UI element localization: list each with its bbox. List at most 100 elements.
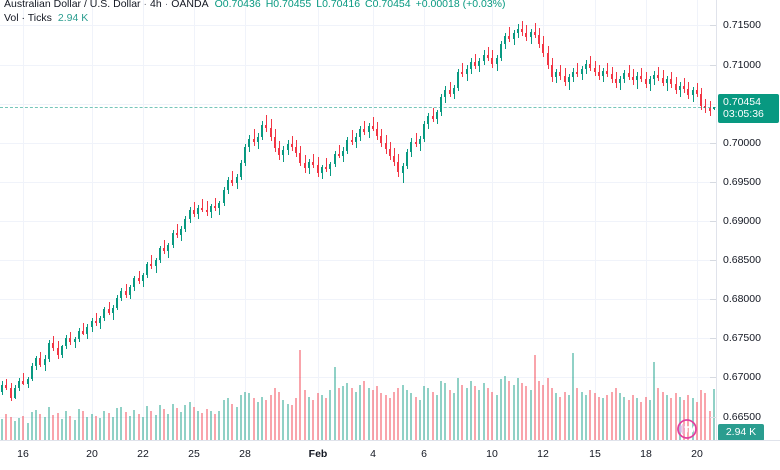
price-axis-tick (710, 260, 716, 261)
volume-bar (159, 405, 161, 440)
volume-bar (415, 397, 417, 440)
gridline-vertical (92, 0, 93, 440)
candle-body (99, 317, 101, 323)
candle-body (197, 207, 199, 214)
candle-body (201, 207, 203, 211)
candle-body (406, 152, 408, 167)
candle-body (487, 55, 489, 59)
candle-body (189, 210, 191, 220)
volume-bar (86, 417, 88, 440)
volume-bar (180, 412, 182, 440)
volume-bar (657, 388, 659, 440)
volume-bar (351, 388, 353, 440)
volume-bar (594, 393, 596, 440)
candle-body (22, 380, 24, 385)
volume-bar (585, 395, 587, 440)
candle-wick (113, 305, 114, 320)
candle-body (78, 330, 80, 340)
gridline-horizontal (0, 260, 716, 261)
candle-body (248, 138, 250, 148)
volume-bar (31, 412, 33, 440)
volume-bar (662, 392, 664, 440)
volume-bar (197, 411, 199, 440)
volume-bar (193, 407, 195, 440)
volume-bar (525, 386, 527, 440)
candle-wick (684, 77, 685, 93)
volume-bar (167, 414, 169, 440)
gridline-vertical (646, 0, 647, 440)
volume-bar (27, 423, 29, 440)
candle-body (253, 138, 255, 142)
candle-wick (194, 202, 195, 218)
candle-wick (641, 67, 642, 82)
candle-body (236, 177, 238, 184)
volume-bar (214, 414, 216, 440)
price-axis-tick (710, 299, 716, 300)
candle-body (44, 358, 46, 365)
candle-wick (339, 145, 340, 159)
volume-bar (449, 390, 451, 440)
candle-body (376, 128, 378, 136)
chart-plot-area[interactable] (0, 0, 716, 440)
candle-body (299, 152, 301, 164)
candle-body (167, 245, 169, 251)
candle-body (478, 60, 480, 67)
candle-wick (23, 372, 24, 386)
candle-body (193, 210, 195, 214)
volume-bar (270, 395, 272, 440)
candle-wick (364, 120, 365, 135)
price-axis-label: 0.67500 (723, 332, 761, 345)
candle-wick (6, 378, 7, 390)
candle-body (513, 33, 515, 39)
price-axis-tick (710, 25, 716, 26)
volume-bar (22, 416, 24, 440)
candle-body (150, 264, 152, 267)
candle-wick (637, 72, 638, 89)
candle-wick (535, 23, 536, 38)
volume-bar (666, 395, 668, 440)
time-axis-label: 12 (537, 448, 549, 460)
candle-body (653, 74, 655, 80)
volume-bar (628, 400, 630, 440)
volume-bar (542, 385, 544, 440)
candle-body (555, 72, 557, 78)
volume-bar (453, 393, 455, 440)
volume-bar (500, 379, 502, 440)
price-axis-tick (710, 143, 716, 144)
volume-bar (35, 410, 37, 440)
candle-body (210, 206, 212, 213)
volume-bar (423, 386, 425, 440)
price-axis-label: 0.69500 (723, 175, 761, 188)
price-axis-label: 0.68500 (723, 254, 761, 267)
volume-bar (611, 392, 613, 440)
volume-bar (368, 388, 370, 440)
volume-bar (538, 381, 540, 440)
time-axis[interactable]: 16 20 22 25 28 Feb 4 6 10 12 15 18 20 (0, 440, 780, 470)
candle-body (611, 73, 613, 80)
candle-body (359, 128, 361, 137)
volume-bar (317, 393, 319, 440)
gridline-vertical (143, 0, 144, 440)
volume-bar (521, 383, 523, 440)
candle-body (619, 78, 621, 84)
candle-body (589, 63, 591, 68)
volume-bar (201, 413, 203, 440)
volume-bar (534, 355, 536, 440)
gridline-vertical (595, 0, 596, 440)
time-axis-label: 25 (188, 448, 200, 460)
candle-body (585, 63, 587, 70)
volume-bar (253, 398, 255, 440)
candle-wick (139, 271, 140, 285)
candle-body (568, 77, 570, 82)
candle-wick (177, 224, 178, 239)
candle-body (35, 357, 37, 366)
price-axis[interactable]: 0.70454 03:05:36 2.94 K 0.71500 0.71000 0.… (710, 0, 780, 441)
volume-bar (645, 397, 647, 440)
candle-body (368, 126, 370, 132)
candle-body (180, 228, 182, 236)
candle-body (125, 290, 127, 295)
volume-bar (189, 402, 191, 440)
volume-bar (342, 386, 344, 440)
volume-bar (461, 385, 463, 440)
candle-wick (83, 322, 84, 336)
